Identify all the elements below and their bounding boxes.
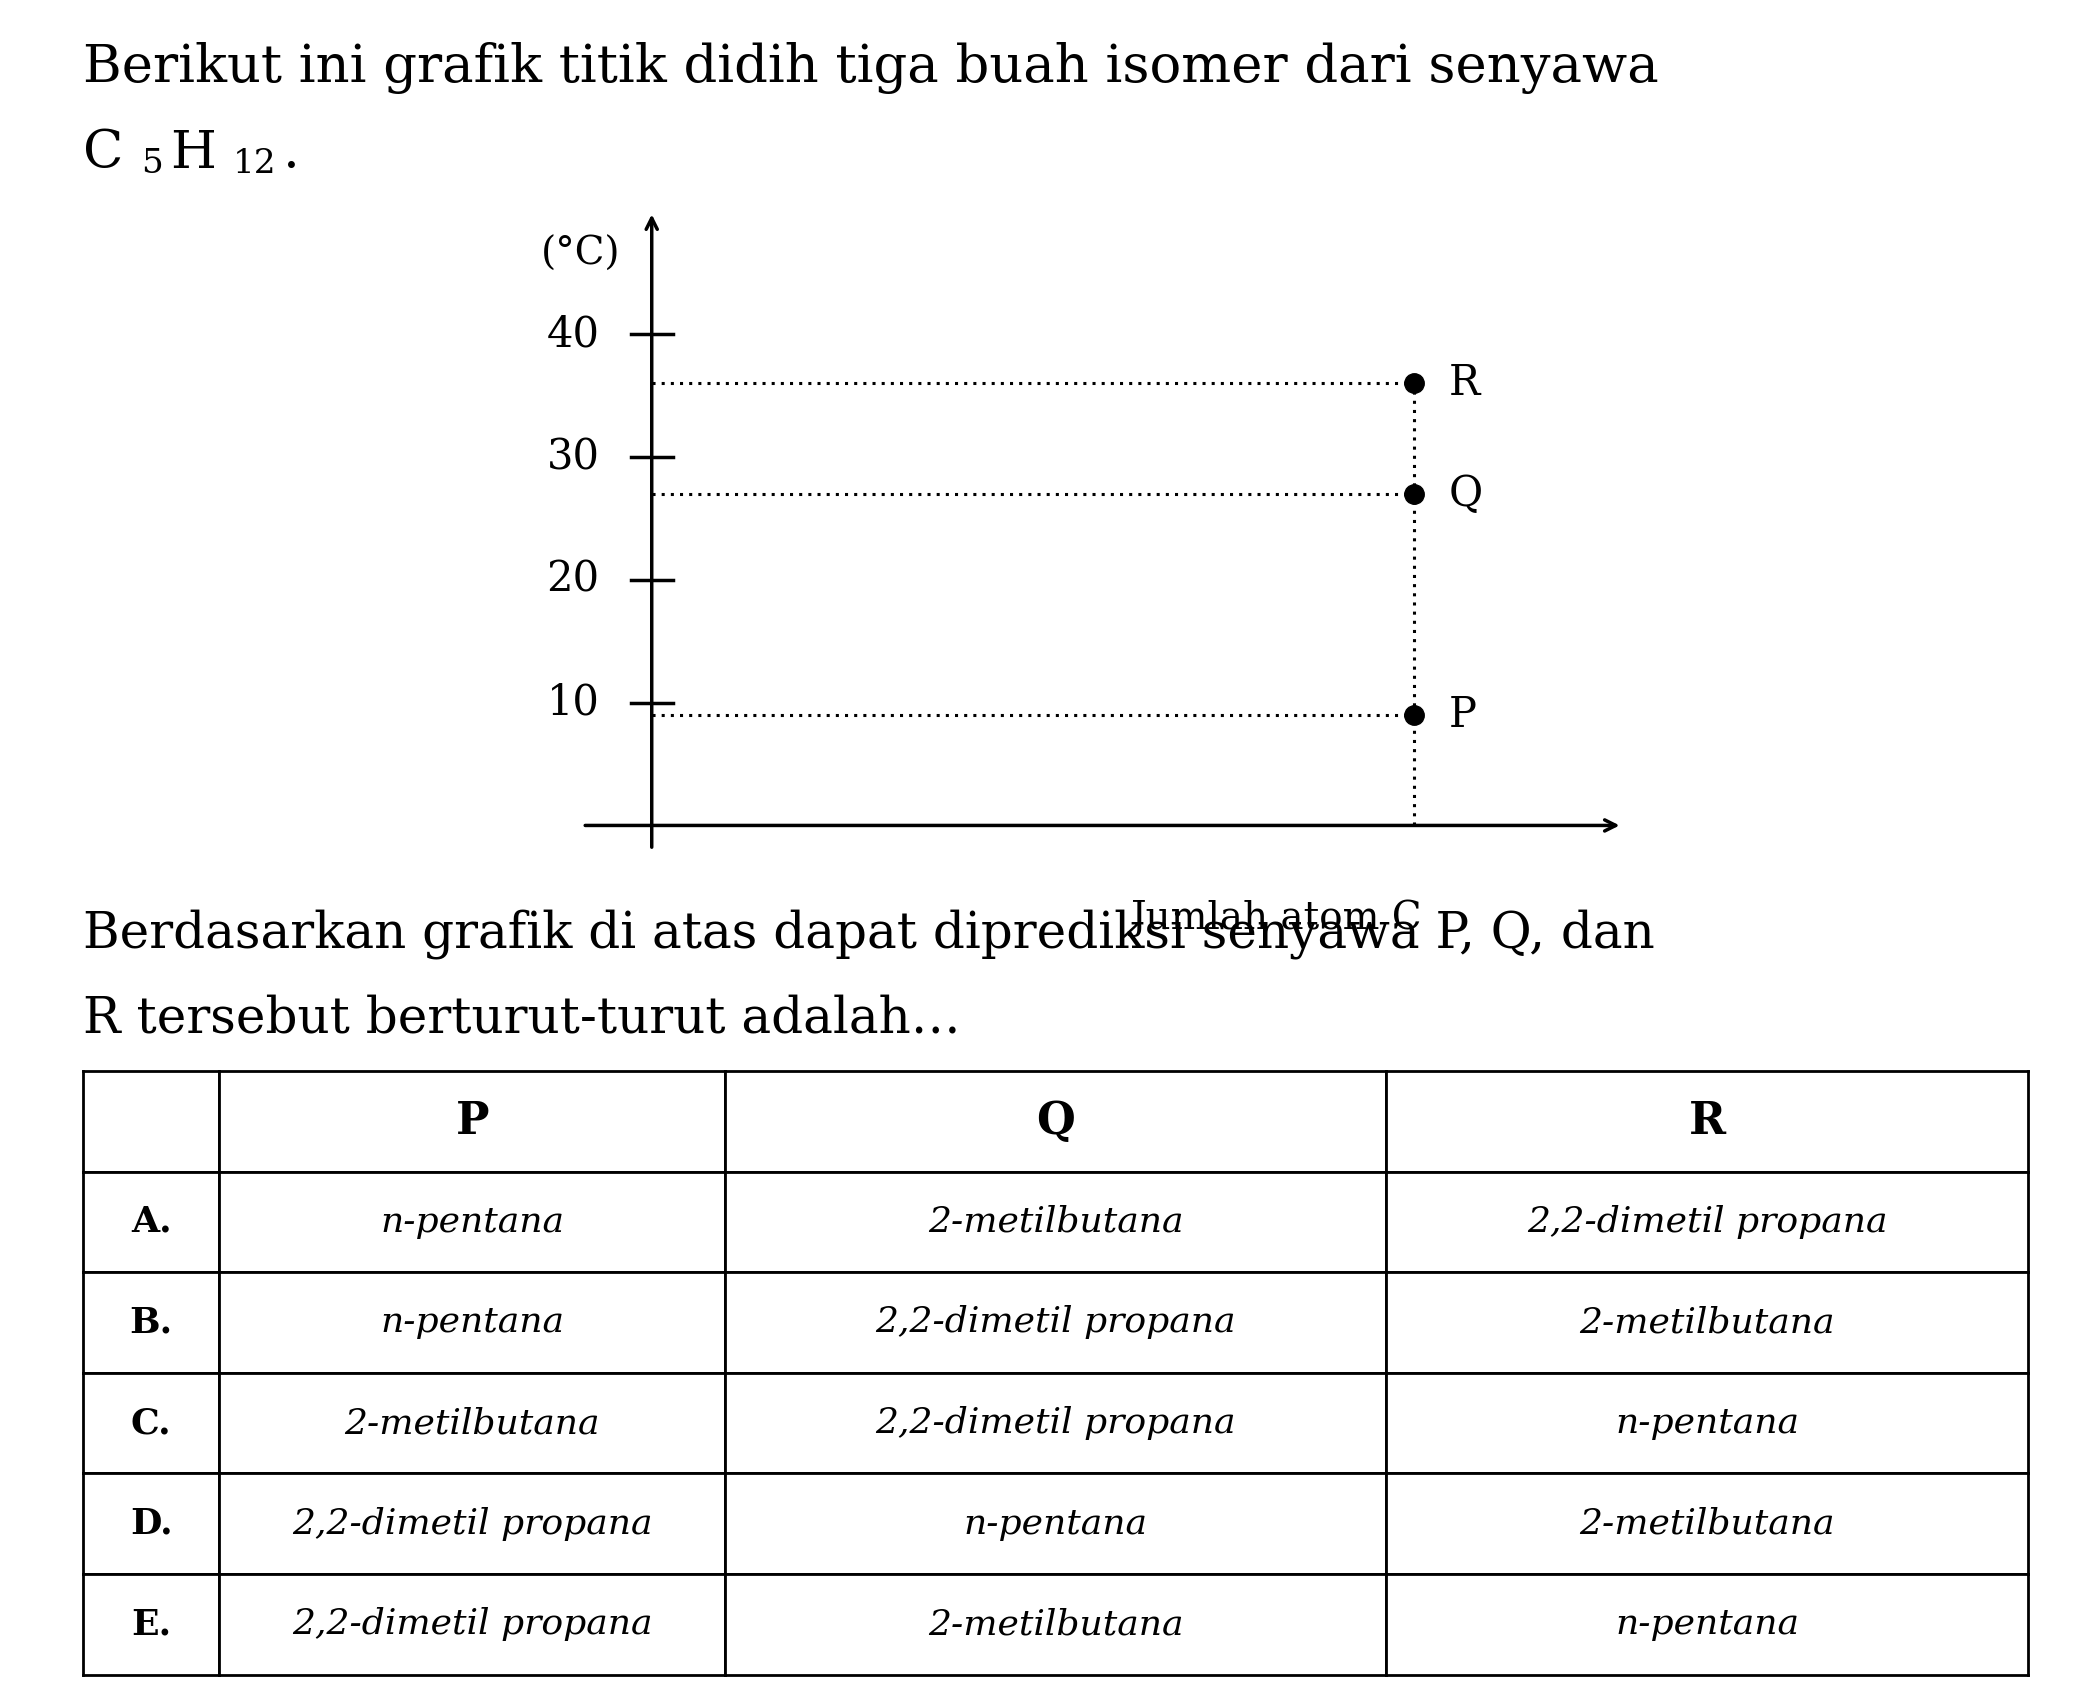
Text: n-pentana: n-pentana bbox=[381, 1306, 564, 1340]
Text: Q: Q bbox=[1036, 1100, 1075, 1142]
Text: H: H bbox=[171, 128, 216, 178]
Text: R: R bbox=[1450, 362, 1481, 405]
Text: C.: C. bbox=[131, 1406, 171, 1440]
Text: Berikut ini grafik titik didih tiga buah isomer dari senyawa: Berikut ini grafik titik didih tiga buah… bbox=[83, 42, 1660, 95]
Text: n-pentana: n-pentana bbox=[1614, 1606, 1799, 1640]
Text: 30: 30 bbox=[547, 437, 599, 478]
Text: Jumlah atom C: Jumlah atom C bbox=[1129, 899, 1421, 937]
Text: 2-metilbutana: 2-metilbutana bbox=[345, 1406, 599, 1440]
Text: n-pentana: n-pentana bbox=[1614, 1406, 1799, 1440]
Text: 2,2-dimetil propana: 2,2-dimetil propana bbox=[1527, 1205, 1887, 1239]
Text: .: . bbox=[283, 128, 300, 178]
Text: R: R bbox=[1689, 1100, 1726, 1142]
Text: 12: 12 bbox=[233, 148, 277, 180]
Text: 10: 10 bbox=[547, 682, 599, 724]
Text: R tersebut berturut-turut adalah…: R tersebut berturut-turut adalah… bbox=[83, 994, 961, 1044]
Text: 5: 5 bbox=[141, 148, 162, 180]
Text: D.: D. bbox=[129, 1506, 173, 1540]
Text: 2,2-dimetil propana: 2,2-dimetil propana bbox=[291, 1506, 653, 1540]
Text: 2-metilbutana: 2-metilbutana bbox=[1579, 1306, 1835, 1340]
Text: Q: Q bbox=[1450, 473, 1483, 515]
Text: C: C bbox=[83, 128, 123, 178]
Text: n-pentana: n-pentana bbox=[381, 1205, 564, 1239]
Text: 2-metilbutana: 2-metilbutana bbox=[1579, 1506, 1835, 1540]
Text: P: P bbox=[456, 1100, 489, 1142]
Text: P: P bbox=[1450, 694, 1477, 736]
Text: 2,2-dimetil propana: 2,2-dimetil propana bbox=[291, 1606, 653, 1640]
Text: 2,2-dimetil propana: 2,2-dimetil propana bbox=[876, 1306, 1236, 1340]
Text: (°C): (°C) bbox=[541, 236, 620, 274]
Text: A.: A. bbox=[131, 1205, 171, 1239]
Text: 40: 40 bbox=[547, 313, 599, 355]
Text: n-pentana: n-pentana bbox=[963, 1506, 1148, 1540]
Text: 20: 20 bbox=[547, 559, 599, 600]
Text: B.: B. bbox=[129, 1306, 173, 1340]
Text: 2-metilbutana: 2-metilbutana bbox=[928, 1205, 1184, 1239]
Text: 2-metilbutana: 2-metilbutana bbox=[928, 1606, 1184, 1640]
Text: E.: E. bbox=[131, 1606, 171, 1640]
Text: 2,2-dimetil propana: 2,2-dimetil propana bbox=[876, 1406, 1236, 1440]
Text: Berdasarkan grafik di atas dapat diprediksi senyawa P, Q, dan: Berdasarkan grafik di atas dapat dipredi… bbox=[83, 910, 1656, 959]
